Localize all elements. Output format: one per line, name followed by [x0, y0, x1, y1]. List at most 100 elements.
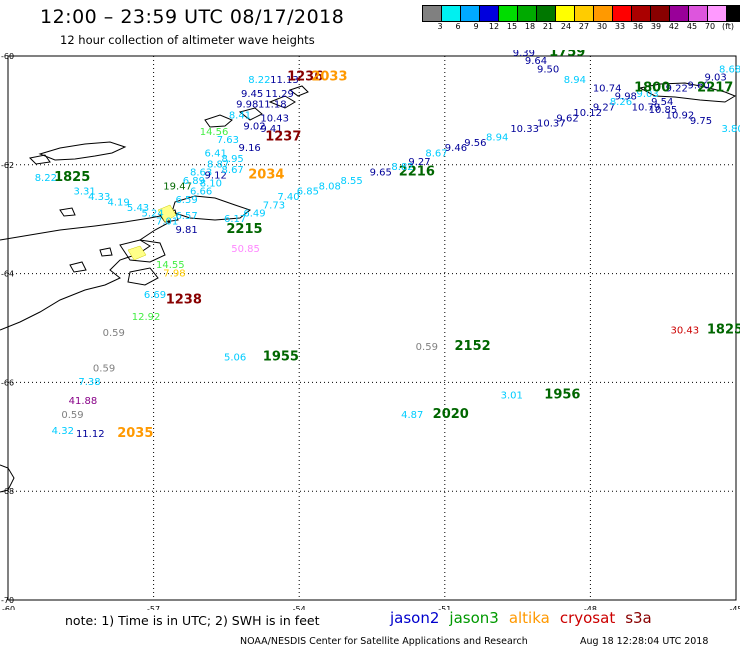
satellite-label: s3a: [625, 609, 652, 627]
wave-height-label: 30.43: [670, 325, 699, 336]
wave-height-label: 8.68: [719, 64, 740, 75]
legend-label: 6: [455, 22, 461, 31]
wave-height-label: 14.56: [200, 127, 229, 138]
color-legend: [422, 5, 740, 22]
legend-label: 27: [578, 22, 590, 31]
y-tick-label: -60: [1, 52, 14, 61]
wave-height-label: 9.12: [205, 170, 227, 181]
wave-height-label: 9.98: [236, 100, 258, 111]
wave-height-label: 0.59: [93, 364, 115, 375]
wave-height-label: 9.02: [243, 121, 265, 132]
legend-swatch: [593, 5, 613, 22]
satellite-label: jason3: [449, 609, 499, 627]
legend-label: 39: [650, 22, 662, 31]
wave-height-label: 8.22: [248, 75, 270, 86]
legend-label: 21: [542, 22, 554, 31]
pass-time-label: 1238: [166, 293, 202, 308]
legend-swatch: [555, 5, 575, 22]
legend-label: 3: [437, 22, 443, 31]
wave-height-label: 10.92: [666, 111, 695, 122]
wave-height-label: 8.55: [340, 176, 362, 187]
wave-height-label: 12.92: [132, 312, 161, 323]
pass-time-label: 1759: [549, 50, 585, 60]
wave-height-label: 7.98: [163, 268, 185, 279]
wave-height-label: 6.85: [297, 187, 319, 198]
coastline-segment: [288, 85, 309, 97]
wave-height-label: 7.40: [277, 192, 299, 203]
wave-height-label: 9.27: [408, 157, 430, 168]
wave-height-label: 9.75: [690, 116, 712, 127]
y-tick-label: -68: [1, 487, 14, 496]
legend-swatch: [536, 5, 556, 22]
legend-label: (ft): [721, 22, 735, 31]
wave-height-label: 0.59: [416, 342, 438, 353]
x-tick-label: -60: [2, 605, 15, 610]
wave-height-label: 4.33: [88, 192, 110, 203]
coastline-segment: [268, 95, 296, 109]
wave-height-label: 50.85: [231, 244, 260, 255]
x-tick-label: -48: [584, 605, 597, 610]
wave-height-label: 10.74: [593, 83, 622, 94]
land-highlight: [127, 245, 147, 261]
wave-height-label: 10.33: [510, 124, 539, 135]
coastline-segment: [638, 82, 737, 103]
coastline-segment: [99, 247, 113, 257]
x-tick-label: -51: [438, 605, 451, 610]
y-tick-label: -64: [1, 270, 14, 279]
wave-height-label: 6.69: [144, 290, 166, 301]
wave-height-label: 9.98: [615, 92, 637, 103]
coastline-segment: [119, 239, 166, 263]
wave-height-label: 8.94: [486, 132, 508, 143]
wave-height-label: 9.46: [445, 143, 467, 154]
legend-label: 42: [668, 22, 680, 31]
legend-swatch: [669, 5, 689, 22]
wave-height-label: 10.85: [649, 105, 678, 116]
wave-height-label: 6.59: [175, 195, 197, 206]
wave-height-label: 9.03: [637, 89, 659, 100]
wave-height-label: 9.54: [651, 97, 673, 108]
coastline: [0, 82, 737, 493]
legend-swatch: [688, 5, 708, 22]
legend-label: 45: [686, 22, 698, 31]
wave-height-label: 11.29: [265, 89, 294, 100]
coastline-segment: [59, 207, 76, 217]
wave-height-label: 8.41: [229, 111, 251, 122]
legend-label: 12: [488, 22, 500, 31]
pass-time-label: 2215: [226, 222, 262, 237]
wave-height-label: 8.67: [222, 165, 244, 176]
pass-time-label: 2034: [248, 167, 284, 182]
legend-label: 15: [506, 22, 518, 31]
legend-swatch: [441, 5, 461, 22]
wave-height-label: 8.94: [564, 75, 586, 86]
legend-label: 9: [473, 22, 479, 31]
wave-height-label: 6.57: [175, 211, 197, 222]
coastline-segment: [238, 107, 263, 121]
wave-height-label: 10.37: [537, 119, 566, 130]
pass-time-label: 2216: [399, 165, 435, 180]
legend-swatch: [498, 5, 518, 22]
wave-height-label: 4.32: [52, 426, 74, 437]
coastline-segment: [127, 267, 159, 286]
wave-height-label: 5.06: [224, 353, 246, 364]
pass-time-label: 2033: [311, 69, 347, 84]
wave-height-label: 5.24: [141, 208, 163, 219]
y-tick-label: -66: [1, 378, 14, 387]
wave-height-label: 9.81: [175, 225, 197, 236]
wave-height-label: 11.18: [258, 100, 287, 111]
pass-time-label: 1236: [287, 69, 323, 84]
wave-height-label: 9.60: [687, 81, 709, 92]
wave-height-label: 9.50: [537, 64, 559, 75]
wave-height-label: 8.67: [425, 149, 447, 160]
wave-height-label: 9.16: [239, 143, 261, 154]
wave-height-label: 9.62: [556, 113, 578, 124]
credit-timestamp: Aug 18 12:28:04 UTC 2018: [580, 636, 709, 647]
x-tick-label: -57: [147, 605, 160, 610]
wave-height-label: 9.39: [513, 50, 535, 59]
x-tick-label: -54: [293, 605, 306, 610]
wave-height-label: 7.63: [217, 135, 239, 146]
legend-label: 36: [632, 22, 644, 31]
map-frame: [7, 55, 737, 601]
legend-swatch: [574, 5, 594, 22]
satellite-legend: jason2 jason3 altika cryosat s3a: [390, 609, 662, 627]
legend-label: 18: [524, 22, 536, 31]
